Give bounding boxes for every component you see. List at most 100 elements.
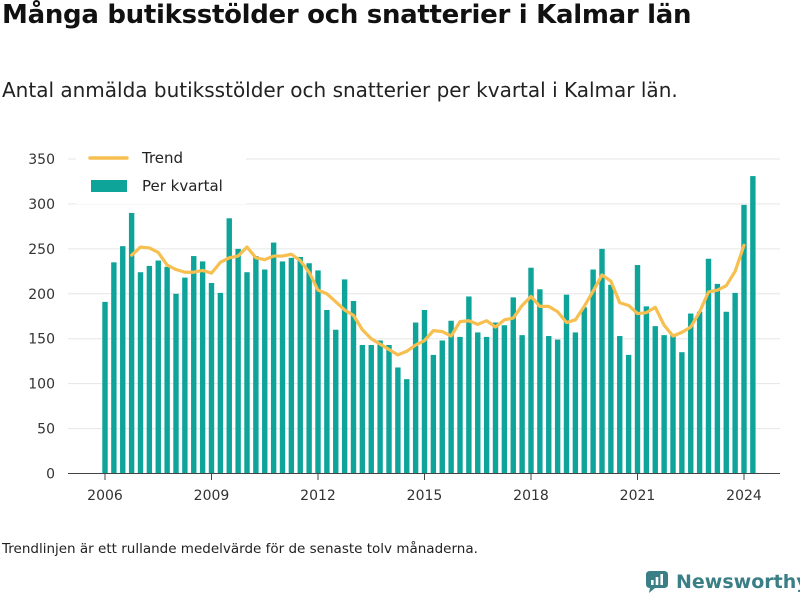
trend-line — [130, 243, 746, 357]
bar — [581, 307, 587, 474]
legend-background — [76, 146, 246, 204]
bar — [421, 309, 428, 474]
bar — [741, 204, 747, 474]
newsworthy-logo-icon — [646, 571, 668, 593]
y-tick-label: 50 — [37, 422, 55, 438]
bar — [173, 293, 179, 474]
bar — [546, 336, 552, 474]
bar — [608, 284, 614, 474]
bar — [537, 289, 543, 474]
bar — [235, 248, 241, 474]
y-tick-label: 250 — [28, 242, 55, 258]
bar — [483, 336, 490, 474]
x-tick-label: 2012 — [300, 488, 336, 504]
bar — [208, 283, 215, 474]
bar — [750, 176, 756, 474]
bar-series — [102, 176, 756, 474]
bar — [350, 300, 357, 474]
x-tick-label: 2015 — [407, 488, 443, 504]
bar — [182, 277, 188, 474]
x-tick-label: 2024 — [726, 488, 762, 504]
bar — [395, 367, 401, 474]
bar — [333, 329, 339, 474]
bar — [696, 311, 703, 474]
bar — [590, 269, 596, 474]
bar — [226, 218, 232, 474]
legend-bar-label: Per kvartal — [142, 177, 223, 195]
y-tick-label: 100 — [28, 377, 55, 393]
chart-subtitle: Antal anmälda butiksstölder och snatteri… — [2, 78, 678, 102]
bar — [714, 283, 721, 474]
bar — [191, 256, 197, 474]
bar — [199, 261, 206, 474]
bar — [306, 263, 312, 474]
bar — [554, 339, 561, 474]
brand[interactable]: Newsworthy — [644, 569, 800, 595]
bar — [679, 352, 685, 474]
bar — [599, 248, 605, 474]
y-tick-label: 0 — [46, 467, 55, 483]
legend-bar-swatch — [91, 180, 127, 192]
y-tick-label: 150 — [28, 332, 55, 348]
bar — [688, 313, 694, 474]
y-tick-label: 200 — [28, 287, 55, 303]
bar — [102, 301, 108, 474]
bar — [448, 320, 454, 474]
bar — [457, 336, 463, 474]
bar — [120, 246, 126, 474]
legend: Trend Per kvartal — [76, 146, 246, 204]
bar — [412, 322, 419, 474]
bar — [519, 335, 525, 474]
bar — [341, 279, 348, 474]
y-tick-label: 300 — [28, 197, 55, 213]
bar — [262, 269, 268, 474]
bar — [128, 212, 135, 474]
x-tick-label: 2021 — [620, 488, 656, 504]
bar — [253, 256, 259, 474]
y-axis-ticks: 0 50 100 150 200 250 300 350 — [28, 152, 55, 483]
bar — [492, 322, 499, 474]
bar — [368, 345, 374, 474]
bar — [661, 335, 667, 474]
bar — [643, 306, 650, 474]
bar — [723, 311, 729, 474]
x-tick-label: 2006 — [87, 488, 123, 504]
bar — [359, 345, 366, 474]
bar — [244, 272, 250, 474]
bar — [572, 332, 579, 474]
footnote: Trendlinjen är ett rullande medelvärde f… — [2, 541, 478, 557]
x-tick-label: 2018 — [513, 488, 549, 504]
bar — [297, 256, 303, 474]
bar — [377, 340, 383, 474]
bar — [475, 332, 481, 474]
bar — [164, 266, 170, 474]
bar — [270, 242, 277, 474]
brand-name: Newsworthy — [676, 571, 800, 593]
x-axis-ticks: 2006 2009 2012 2015 2018 2021 2024 — [87, 473, 762, 504]
bar — [146, 265, 153, 474]
bar — [324, 309, 330, 474]
bar — [732, 292, 738, 474]
bar — [137, 272, 144, 474]
y-tick-label: 350 — [28, 152, 55, 168]
bar — [217, 292, 224, 474]
bar — [510, 297, 516, 474]
bar — [279, 261, 286, 474]
bar — [625, 354, 632, 474]
bar — [705, 258, 712, 474]
x-tick-label: 2009 — [194, 488, 230, 504]
bar — [404, 379, 410, 474]
chart-title: Många butiksstölder och snatterier i Kal… — [2, 0, 692, 30]
bar — [670, 334, 676, 474]
bar — [634, 265, 641, 474]
legend-trend-label: Trend — [141, 149, 183, 167]
bar — [617, 336, 623, 474]
bar — [155, 260, 161, 474]
bar — [528, 267, 534, 474]
bar — [111, 262, 117, 474]
bar — [466, 296, 472, 474]
bar — [652, 326, 658, 474]
bar — [386, 345, 392, 474]
bar — [501, 325, 508, 474]
